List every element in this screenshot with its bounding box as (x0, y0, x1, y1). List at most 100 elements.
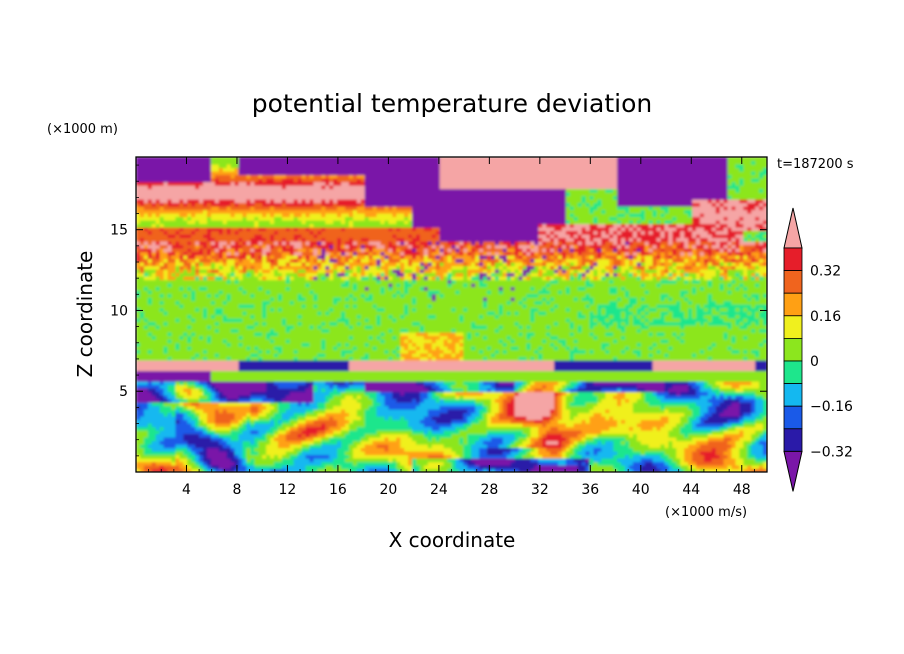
field-cell (183, 402, 192, 407)
field-cell (723, 332, 729, 337)
field-cell (605, 223, 614, 228)
field-cell (554, 230, 567, 235)
field-cell (751, 402, 756, 407)
field-cell (356, 321, 362, 326)
field-cell (384, 349, 389, 354)
field-cell (183, 416, 192, 421)
field-cell (179, 227, 184, 232)
field-cell (703, 258, 709, 263)
field-cell (605, 269, 610, 274)
field-cell (763, 339, 767, 344)
field-cell (305, 248, 311, 253)
field-cell (301, 447, 311, 452)
field-cell (644, 265, 650, 270)
field-cell (479, 279, 484, 284)
field-cell (668, 430, 681, 435)
field-cell (136, 384, 161, 389)
field-cell (577, 339, 614, 344)
field-cell (617, 199, 693, 204)
field-cell (621, 237, 626, 242)
field-cell (747, 202, 760, 207)
field-cell (727, 192, 767, 197)
field-cell (250, 272, 255, 277)
field-cell (648, 307, 658, 312)
field-cell (171, 293, 184, 298)
field-cell (210, 370, 767, 375)
field-cell (187, 447, 192, 452)
field-cell (301, 314, 342, 319)
field-cell (573, 244, 579, 249)
field-cell (640, 304, 650, 309)
field-cell (557, 255, 563, 260)
field-cell (589, 451, 595, 456)
field-cell (589, 419, 618, 424)
field-cell (210, 461, 236, 466)
field-cell (151, 297, 192, 302)
field-cell (360, 437, 370, 442)
field-cell (743, 440, 752, 445)
field-cell (226, 164, 232, 169)
field-cell (699, 216, 725, 221)
field-cell (672, 234, 681, 239)
field-cell (463, 440, 468, 445)
field-cell (656, 213, 662, 218)
field-cell (443, 349, 453, 354)
field-cell (617, 419, 622, 424)
field-cell (707, 244, 713, 249)
field-cell (502, 290, 539, 295)
field-cell (617, 248, 622, 253)
field-cell (301, 293, 315, 298)
field-cell (684, 276, 693, 281)
field-cell (423, 342, 433, 347)
field-cell (136, 349, 141, 354)
field-cell (672, 444, 689, 449)
field-cell (632, 426, 642, 431)
field-cell (621, 262, 626, 267)
field-cell (755, 272, 760, 277)
field-cell (281, 272, 287, 277)
field-cell (305, 241, 311, 246)
field-cell (684, 209, 693, 214)
field-cell (684, 314, 689, 319)
field-cell (625, 391, 642, 396)
field-cell (459, 430, 488, 435)
field-cell (352, 248, 358, 253)
field-cell (427, 286, 500, 291)
field-cell (400, 468, 409, 472)
field-cell (364, 409, 378, 414)
field-cell (518, 311, 531, 316)
field-cell (723, 269, 729, 274)
field-cell (191, 269, 196, 274)
field-cell (301, 433, 307, 438)
field-cell (628, 290, 646, 295)
field-cell (345, 279, 350, 284)
field-cell (396, 241, 401, 246)
field-cell (719, 412, 740, 417)
field-cell (277, 265, 283, 270)
field-cell (530, 384, 543, 389)
field-cell (360, 447, 386, 452)
field-cell (305, 213, 311, 218)
field-cell (755, 363, 767, 368)
field-cell (333, 430, 342, 435)
field-cell (569, 409, 591, 414)
field-cell (696, 321, 701, 326)
field-cell (404, 465, 413, 470)
field-cell (163, 402, 180, 407)
field-cell (262, 276, 267, 281)
field-cell (388, 227, 393, 232)
field-cell (293, 213, 303, 218)
field-cell (628, 223, 634, 228)
field-cell (187, 440, 220, 445)
field-cell (439, 398, 445, 403)
field-cell (707, 199, 713, 204)
field-cell (707, 416, 740, 421)
field-cell (593, 283, 642, 288)
field-cell (289, 279, 346, 284)
field-cell (486, 356, 520, 361)
field-cell (348, 367, 555, 372)
field-cell (632, 262, 638, 267)
field-cell (325, 311, 330, 316)
field-cell (187, 458, 192, 463)
field-cell (692, 265, 709, 270)
